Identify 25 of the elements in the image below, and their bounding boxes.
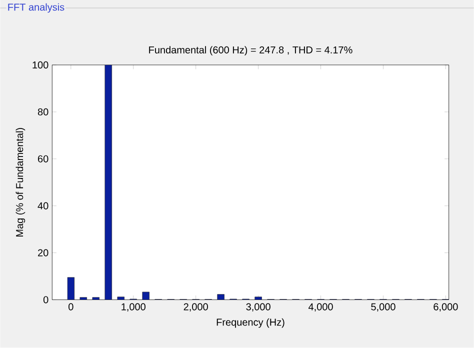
bar: [80, 297, 88, 300]
x-tick-label: 4,000: [308, 303, 333, 312]
x-axis-title: Frequency (Hz): [216, 318, 284, 328]
x-tick-label: 5,000: [371, 303, 396, 312]
bar: [117, 296, 125, 300]
y-tick-label: 60: [38, 155, 48, 163]
y-axis-title: Mag (% of Fundamental): [16, 128, 26, 237]
x-tick-label: 2,000: [184, 303, 208, 312]
x-tick-label: 6,000: [434, 303, 458, 312]
chart-title: Fundamental (600 Hz) = 247.8 , THD = 4.17%: [149, 46, 352, 56]
y-tick-label: 100: [32, 62, 48, 69]
x-tick-label: 3,000: [246, 303, 270, 312]
bar: [67, 277, 75, 300]
x-tick-label: 1,000: [122, 303, 146, 312]
x-tick-label: 0: [68, 303, 74, 310]
y-tick-label: 40: [38, 202, 48, 210]
bar: [142, 292, 150, 300]
bar: [92, 297, 100, 300]
bar: [254, 296, 262, 300]
y-tick-label: 80: [38, 108, 48, 116]
bar: [104, 65, 112, 300]
y-tick-label: 20: [38, 249, 48, 256]
text: FFT analysis: [8, 3, 64, 13]
bar: [217, 294, 224, 300]
y-tick-label: 0: [43, 296, 48, 304]
